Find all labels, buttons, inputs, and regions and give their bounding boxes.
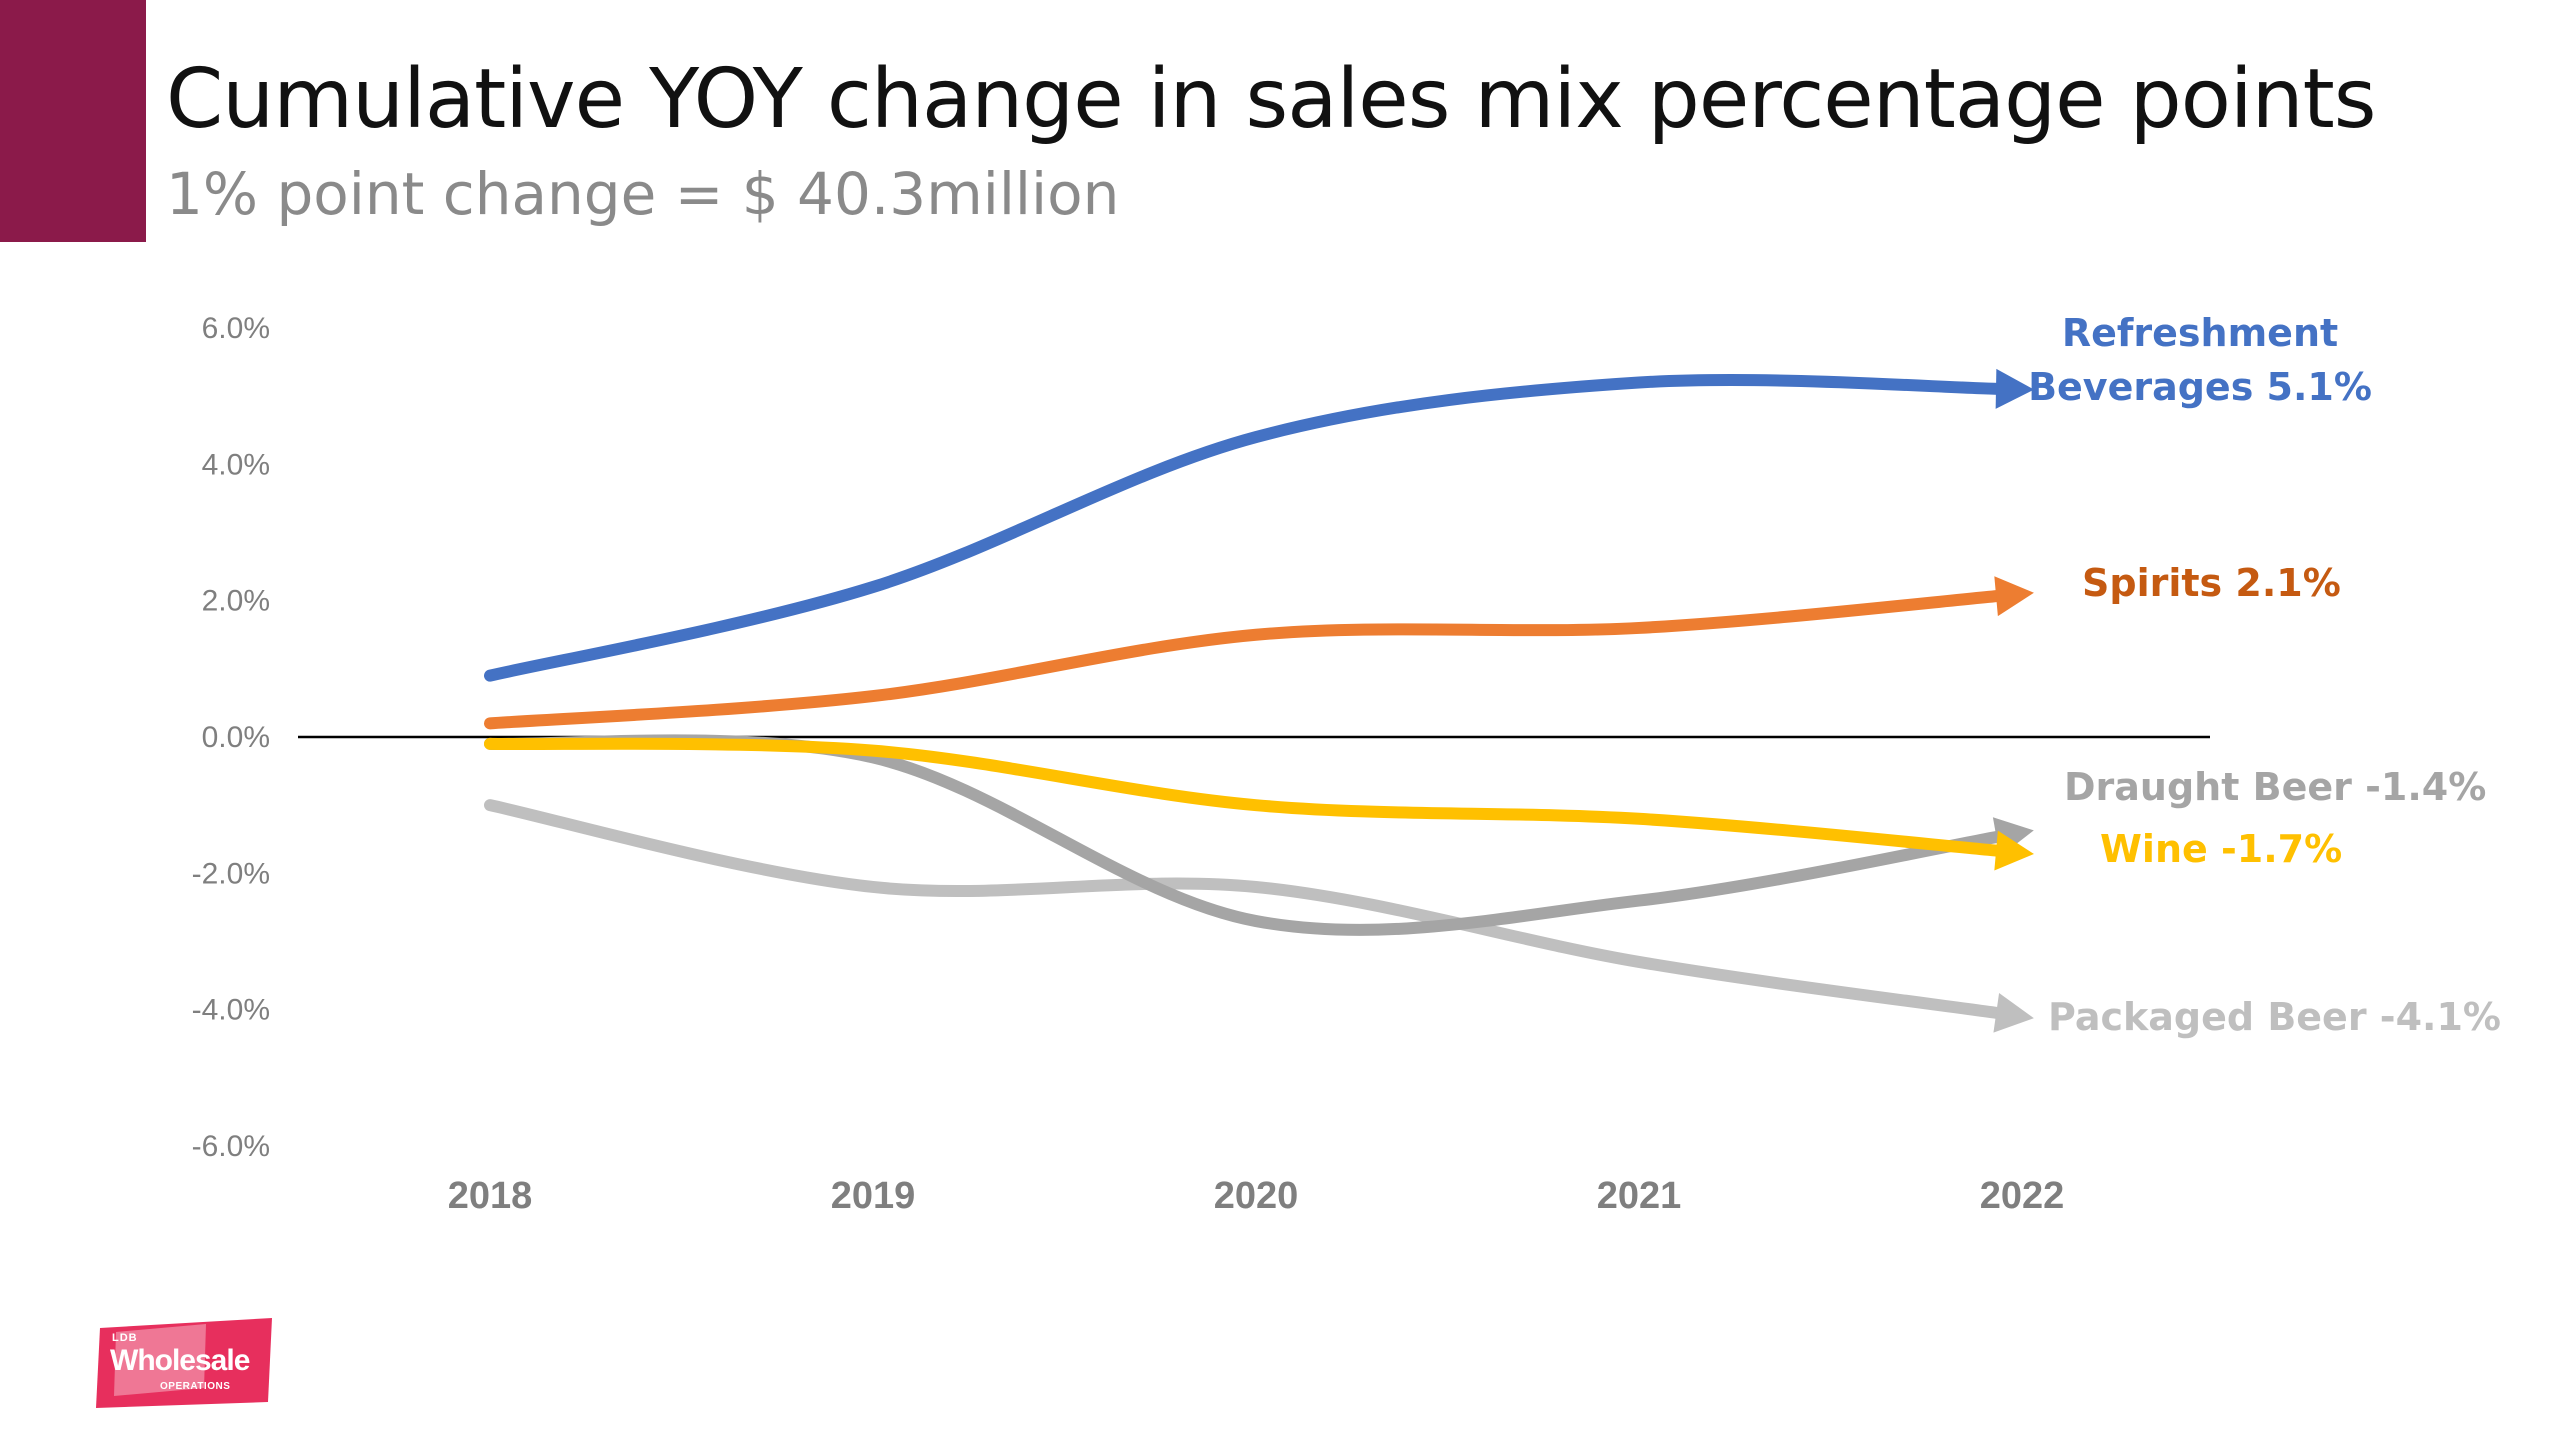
logo-background [96, 1318, 272, 1408]
series-lines [484, 368, 2034, 1033]
y-tick-label: -2.0% [192, 857, 270, 890]
series-label-line: Refreshment [2062, 311, 2338, 355]
series-label-packaged-beer: Packaged Beer -4.1% [2048, 995, 2501, 1039]
y-tick-label: 2.0% [202, 585, 270, 618]
slide-title: Cumulative YOY change in sales mix perce… [166, 52, 2377, 147]
ldb-wholesale-logo: LDB Wholesale OPERATIONS [96, 1318, 276, 1408]
slide-subtitle: 1% point change = $ 40.3million [166, 160, 1120, 228]
x-tick-label: 2020 [1214, 1175, 1299, 1217]
logo-ldb-text: LDB [112, 1332, 138, 1344]
series-arrow-spirits [1994, 576, 2034, 617]
series-line-packaged-beer [484, 799, 2009, 1020]
y-tick-label: 0.0% [202, 721, 270, 754]
logo-wholesale-text: Wholesale [110, 1344, 250, 1377]
series-arrow-packaged-beer [1993, 993, 2034, 1033]
y-tick-label: -4.0% [192, 994, 270, 1027]
series-line-refreshment-beverages [484, 374, 2008, 682]
x-tick-label: 2018 [448, 1175, 533, 1217]
title-accent-bar [0, 0, 146, 242]
series-label-refreshment-beverages: Refreshment Beverages 5.1% [2028, 311, 2372, 409]
x-tick-label: 2021 [1597, 1175, 1682, 1217]
series-label-spirits: Spirits 2.1% [2082, 561, 2341, 605]
series-labels: Packaged Beer -4.1% Draught Beer -1.4% Win… [2028, 311, 2501, 1039]
x-tick-label: 2019 [831, 1175, 916, 1217]
x-tick-label: 2022 [1980, 1175, 2065, 1217]
x-axis-ticks: 2018 2019 2020 2021 2022 [448, 1175, 2065, 1217]
y-tick-label: -6.0% [192, 1130, 270, 1163]
logo-operations-text: OPERATIONS [160, 1381, 231, 1392]
series-line-spirits [484, 589, 2009, 730]
series-line-wine [484, 737, 2009, 858]
series-label-draught-beer: Draught Beer -1.4% [2064, 765, 2486, 809]
y-tick-label: 4.0% [202, 448, 270, 481]
series-label-wine: Wine -1.7% [2100, 827, 2342, 871]
series-label-line: Beverages 5.1% [2028, 365, 2372, 409]
series-arrow-wine [1994, 830, 2034, 871]
series-arrow-refreshment-beverages [1995, 368, 2034, 409]
y-tick-label: 6.0% [202, 312, 270, 345]
y-axis-ticks: 6.0% 4.0% 2.0% 0.0% -2.0% -4.0% -6.0% [192, 312, 270, 1163]
